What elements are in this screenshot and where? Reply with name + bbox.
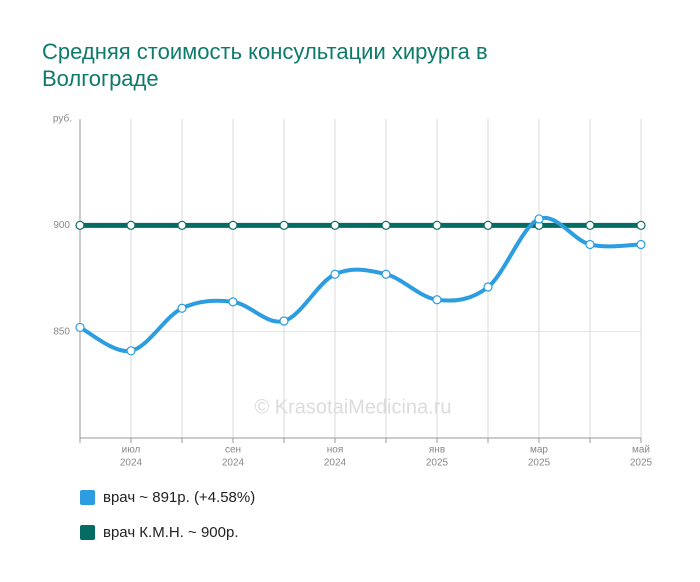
watermark: © KrasotaiMedicina.ru — [254, 396, 451, 418]
point — [432, 295, 442, 305]
point — [381, 269, 391, 279]
legend-label: врач ~ 891р. (+4.58%) — [103, 489, 255, 506]
series-line — [79, 215, 642, 353]
x-tick-label: мар — [530, 445, 548, 456]
point — [177, 220, 187, 230]
legend-label: врач К.М.Н. ~ 900р. — [103, 524, 239, 541]
point — [126, 346, 136, 356]
x-tick-label: май — [632, 445, 650, 456]
x-tick-label: ноя — [327, 445, 344, 456]
x-tick-label: июл — [122, 445, 141, 456]
x-tick-label: 2025 — [630, 458, 653, 469]
y-unit: руб. — [53, 113, 72, 125]
point — [279, 316, 289, 326]
x-tick-label: 2025 — [426, 458, 449, 469]
point — [585, 239, 595, 250]
point — [228, 220, 238, 230]
point — [279, 220, 289, 230]
point — [381, 220, 391, 230]
x-tick-label: 2024 — [222, 458, 245, 469]
point — [432, 220, 442, 230]
point — [330, 220, 340, 230]
point — [177, 303, 187, 313]
x-tick-label: 2024 — [120, 458, 143, 469]
point — [330, 269, 340, 279]
point — [483, 220, 493, 230]
x-tick-label: янв — [429, 445, 445, 456]
point — [636, 239, 646, 250]
x-tick-label: сен — [225, 445, 241, 456]
legend-swatch — [80, 490, 95, 505]
y-tick-label: 900 — [53, 220, 70, 231]
point — [228, 297, 238, 307]
point — [126, 220, 136, 230]
legend-swatch — [80, 525, 95, 540]
point — [75, 322, 85, 333]
y-tick-label: 850 — [53, 326, 70, 337]
point — [636, 220, 646, 230]
point — [483, 282, 493, 292]
point — [585, 220, 595, 230]
chart-title: Средняя стоимость консультации хирурга в… — [42, 39, 488, 91]
point — [75, 220, 85, 230]
point — [534, 214, 544, 224]
x-tick-label: 2025 — [528, 458, 551, 469]
x-tick-label: 2024 — [324, 458, 347, 469]
